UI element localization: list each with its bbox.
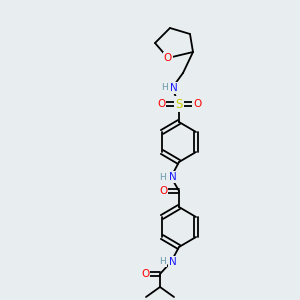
Text: N: N bbox=[170, 83, 178, 93]
Text: N: N bbox=[169, 172, 177, 182]
Text: H: H bbox=[160, 257, 167, 266]
Text: O: O bbox=[159, 186, 167, 196]
Text: H: H bbox=[160, 83, 167, 92]
Text: O: O bbox=[157, 99, 165, 109]
Text: O: O bbox=[141, 269, 149, 279]
Text: N: N bbox=[169, 257, 177, 267]
Text: O: O bbox=[164, 53, 172, 63]
Text: O: O bbox=[193, 99, 201, 109]
Text: S: S bbox=[175, 98, 183, 110]
Text: H: H bbox=[160, 172, 167, 182]
